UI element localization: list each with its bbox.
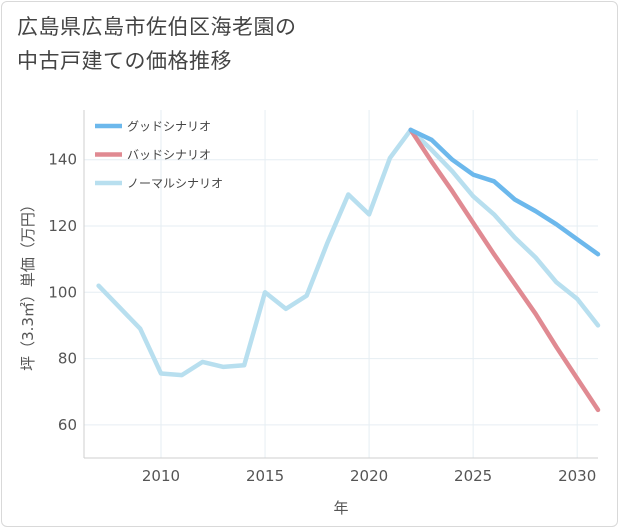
y-tick-label-80: 80 (58, 350, 77, 368)
y-tick-label-60: 60 (58, 416, 77, 434)
legend-label-1: バッドシナリオ (127, 148, 211, 162)
x-axis-title: 年 (333, 499, 348, 517)
x-tick-label-2025: 2025 (454, 467, 492, 485)
x-tick-label-2015: 2015 (246, 467, 284, 485)
series-line-1 (408, 127, 601, 413)
y-tick-label-140: 140 (48, 151, 77, 169)
x-tick-label-2030: 2030 (558, 467, 596, 485)
legend-label-2: ノーマルシナリオ (127, 177, 223, 191)
axes: 2010 2015 2020 2025 2030 60 80 100 120 140 年 坪（3.3㎡… (19, 110, 598, 517)
chart-title-line-2: 中古戸建ての価格推移 (17, 49, 232, 73)
series-lines (96, 127, 601, 413)
x-tick-label-2010: 2010 (142, 467, 180, 485)
chart-title-line-1: 広島県広島市佐伯区海老園の (17, 15, 297, 39)
chart-title: 広島県広島市佐伯区海老園の 中古戸建ての価格推移 (17, 10, 297, 78)
y-axis-title: 坪（3.3㎡）単価（万円） (19, 197, 37, 371)
series-line-0 (408, 127, 601, 257)
grid (84, 110, 598, 458)
legend-label-0: グッドシナリオ (127, 120, 211, 134)
y-tick-label-100: 100 (48, 283, 77, 301)
series-line-2 (96, 127, 601, 378)
y-tick-label-120: 120 (48, 217, 77, 235)
x-tick-label-2020: 2020 (350, 467, 388, 485)
